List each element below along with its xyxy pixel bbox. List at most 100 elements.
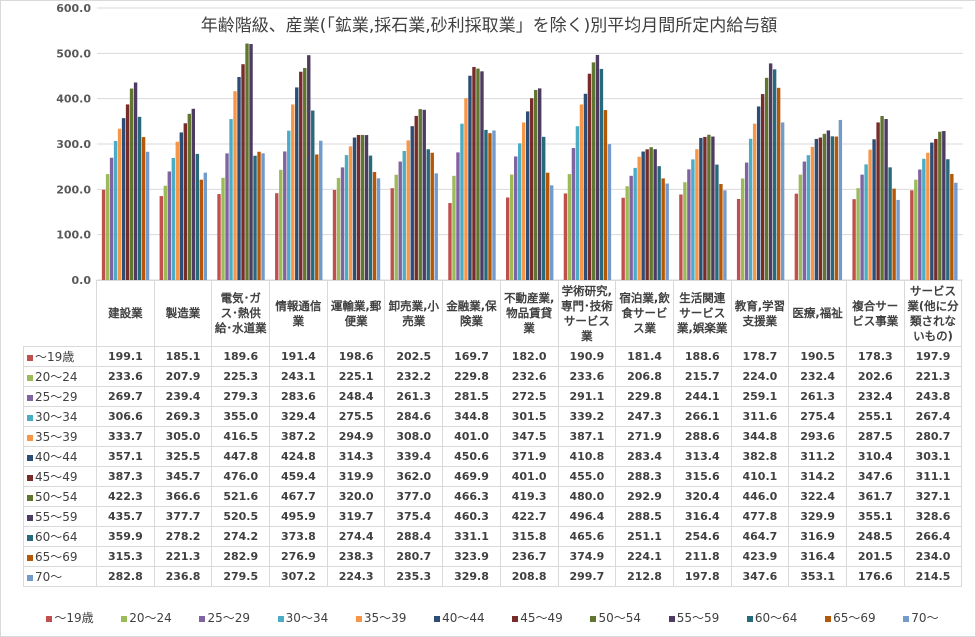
bar-2-5 <box>175 141 179 280</box>
bar-9-2 <box>567 174 572 280</box>
data-label: 236.7 <box>499 546 559 567</box>
table-row: 35～39 333.7 305.0 416.5 387.2 294.9 308.0 401.0… <box>23 426 963 447</box>
bar-3-2 <box>221 177 225 280</box>
bar-5-3 <box>340 167 345 280</box>
bar-10-9 <box>653 149 657 280</box>
bar-13-9 <box>826 130 831 280</box>
data-label: 232.4 <box>788 366 847 387</box>
y-tick-label: 100.0 <box>56 229 91 242</box>
data-label: 202.6 <box>845 366 905 387</box>
bar-14-1 <box>852 199 856 280</box>
bar-7-4 <box>460 123 464 280</box>
legend-label: 65～69 <box>833 611 876 625</box>
data-label: 238.3 <box>326 546 386 567</box>
data-label: 189.6 <box>211 346 271 367</box>
bar-15-10 <box>946 159 950 280</box>
bar-6-7 <box>414 115 418 280</box>
bar-11-11 <box>719 183 723 280</box>
bar-15-8 <box>938 131 942 280</box>
bar-9-12 <box>607 144 612 280</box>
bar-14-12 <box>896 199 900 280</box>
data-label: 282.8 <box>96 566 155 587</box>
y-tick-label: 400.0 <box>56 93 91 106</box>
table-row: 60～64 359.9 278.2 274.2 373.8 274.4 288.4 331.1… <box>23 526 963 547</box>
data-label: 371.9 <box>499 446 559 467</box>
bar-7-8 <box>476 68 480 281</box>
legend-swatch <box>355 615 362 622</box>
series-name: 45～49 <box>35 470 78 484</box>
data-label: 361.7 <box>845 486 905 507</box>
data-label: 401.0 <box>442 426 501 447</box>
legend-swatch <box>277 615 284 622</box>
data-label: 446.0 <box>730 486 790 507</box>
data-label: 272.5 <box>499 386 559 407</box>
bar-14-7 <box>876 122 880 281</box>
bar-13-5 <box>810 146 815 280</box>
bar-1-2 <box>105 174 110 280</box>
data-label: 467.7 <box>269 486 328 507</box>
data-label: 288.4 <box>384 526 444 547</box>
bar-2-6 <box>179 132 183 280</box>
data-label: 224.1 <box>615 546 674 567</box>
data-label: 275.5 <box>326 406 386 427</box>
bar-9-6 <box>583 93 588 281</box>
legend-swatch <box>825 615 832 622</box>
bar-8-5 <box>522 122 526 280</box>
series-label: 55～59 <box>23 506 97 527</box>
data-label: 422.3 <box>96 486 155 507</box>
data-label: 424.8 <box>269 446 328 467</box>
bar-2-2 <box>163 185 167 280</box>
bar-15-9 <box>942 131 946 280</box>
data-label: 320.0 <box>326 486 386 507</box>
data-label: 294.9 <box>326 426 386 447</box>
legend-swatch <box>434 615 441 622</box>
bar-2-4 <box>171 157 175 280</box>
bar-4-12 <box>319 140 323 280</box>
bar-15-6 <box>930 142 934 280</box>
bar-9-9 <box>595 54 600 280</box>
data-label: 315.6 <box>672 466 732 487</box>
bar-5-7 <box>356 134 361 280</box>
series-name: ～19歳 <box>35 350 75 364</box>
bar-13-11 <box>834 136 839 280</box>
data-label: 280.7 <box>903 426 963 447</box>
bar-2-8 <box>187 113 191 280</box>
bar-11-10 <box>715 164 719 280</box>
x-tick-label: 学術研究,専門･技術サービス業 <box>557 280 617 347</box>
data-label: 266.1 <box>672 406 732 427</box>
data-label: 366.6 <box>153 486 213 507</box>
x-tick-label: 卸売業,小売業 <box>384 280 444 347</box>
data-label: 355.1 <box>845 506 905 527</box>
bar-4-8 <box>303 67 307 280</box>
bar-1-12 <box>145 151 150 280</box>
bar-8-10 <box>542 136 546 280</box>
bar-12-10 <box>772 69 777 280</box>
data-label: 225.3 <box>211 366 271 387</box>
data-label: 292.9 <box>615 486 674 507</box>
bar-14-10 <box>888 167 892 280</box>
legend-swatch <box>27 534 33 541</box>
data-label: 276.9 <box>269 546 328 567</box>
legend-swatch <box>27 434 33 441</box>
bar-1-4 <box>113 141 118 280</box>
legend-swatch <box>199 615 206 622</box>
legend-item: 20～24 <box>118 609 172 626</box>
bar-6-5 <box>406 140 410 280</box>
series-label: 30～34 <box>23 406 97 427</box>
bar-5-4 <box>344 155 349 280</box>
data-label: 288.3 <box>615 466 674 487</box>
data-label: 169.7 <box>442 346 501 367</box>
bar-15-2 <box>914 179 918 280</box>
bar-15-7 <box>934 138 938 280</box>
data-label: 480.0 <box>557 486 617 507</box>
x-tick-label: 宿泊業,飲食サービス業 <box>615 280 674 347</box>
data-label: 269.3 <box>153 406 213 427</box>
legend-item: 40～44 <box>431 609 485 626</box>
data-label: 387.1 <box>557 426 617 447</box>
data-label: 339.4 <box>384 446 444 467</box>
series-name: 70～ <box>35 570 63 584</box>
legend-swatch <box>746 615 753 622</box>
series-name: 35～39 <box>35 430 78 444</box>
data-label: 322.4 <box>788 486 847 507</box>
data-label: 234.0 <box>903 546 963 567</box>
